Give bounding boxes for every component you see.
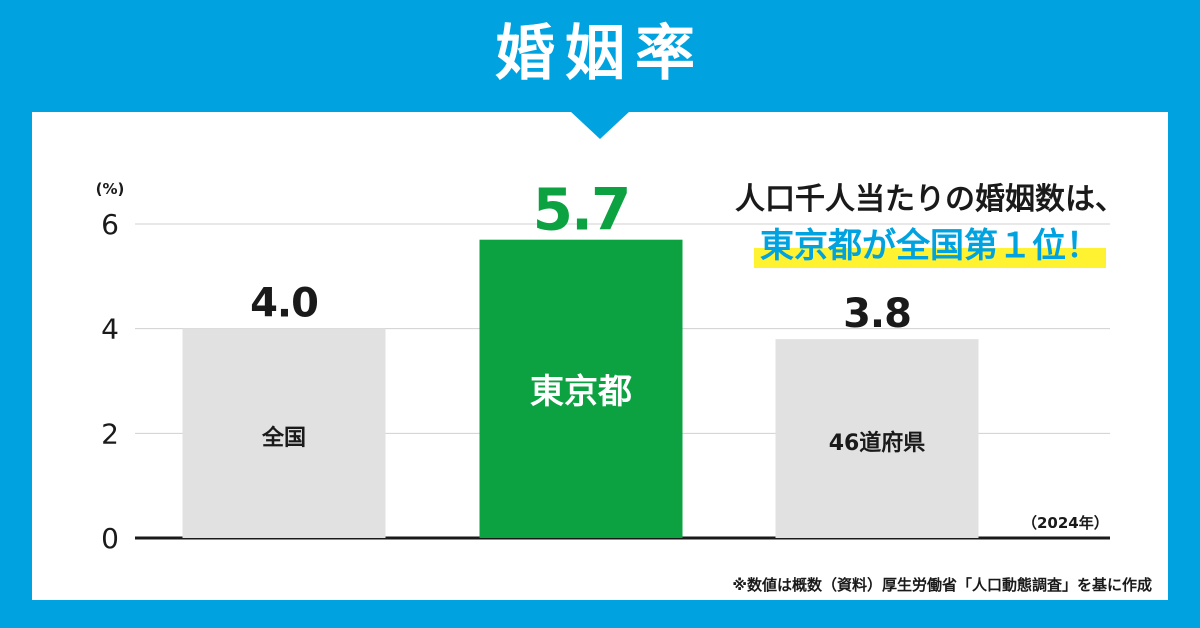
callout-line-2: 東京都が全国第１位！ bbox=[754, 224, 1106, 268]
y-tick-label-2: 2 bbox=[101, 417, 119, 450]
bar-0 bbox=[182, 328, 386, 538]
callout: 人口千人当たりの婚姻数は、 東京都が全国第１位！ bbox=[735, 180, 1125, 268]
y-axis-unit-label: (%) bbox=[96, 180, 125, 198]
source-note: ※数値は概数（資料）厚生労働省「人口動態調査」を基に作成 bbox=[732, 576, 1152, 594]
category-label-2: 46道府県 bbox=[829, 430, 926, 456]
category-label-1: 東京都 bbox=[530, 372, 632, 412]
y-tick-label-4: 4 bbox=[101, 313, 119, 346]
value-label-2: 3.8 bbox=[843, 291, 911, 337]
y-tick-label-6: 6 bbox=[101, 208, 119, 241]
bar-1 bbox=[479, 239, 683, 538]
bars bbox=[182, 239, 979, 538]
labels: (%) 0 2 4 6 4.0 全国 5.7 東京都 3.8 46道府県 bbox=[96, 176, 926, 555]
page-title: 婚姻率 bbox=[495, 19, 705, 89]
callout-line-1: 人口千人当たりの婚姻数は、 bbox=[735, 182, 1125, 217]
y-tick-label-0: 0 bbox=[101, 522, 119, 555]
bar-2 bbox=[775, 339, 979, 538]
year-note: （2024年） bbox=[1022, 514, 1109, 532]
category-label-0: 全国 bbox=[261, 425, 306, 451]
title-pointer bbox=[570, 111, 630, 139]
value-label-0: 4.0 bbox=[250, 281, 318, 327]
value-label-1: 5.7 bbox=[533, 176, 630, 244]
